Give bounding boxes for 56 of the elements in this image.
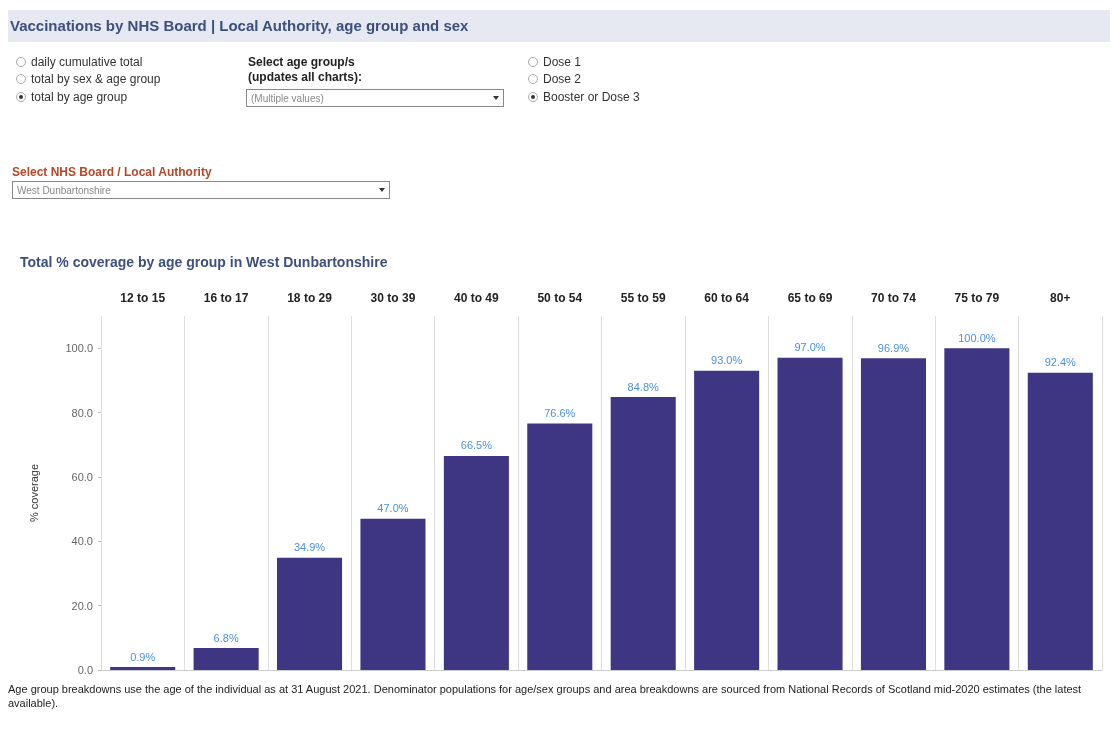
data-label: 76.6% xyxy=(544,406,576,419)
bar xyxy=(860,358,926,670)
text: total by age group xyxy=(30,90,128,104)
data-label: 93.0% xyxy=(711,354,743,367)
text: Select NHS Board / Local Authority xyxy=(12,165,212,179)
data-label: 97.0% xyxy=(794,341,826,354)
bar xyxy=(1027,372,1093,670)
y-tick-label: 20.0 xyxy=(71,599,93,612)
text: Booster or Dose 3 xyxy=(542,90,640,104)
data-label: 100.0% xyxy=(958,331,996,344)
y-tick-label: 80.0 xyxy=(71,406,93,419)
x-tick-label: 50 to 54 xyxy=(537,291,583,305)
x-tick-label: 16 to 17 xyxy=(203,291,249,305)
data-label: 96.9% xyxy=(877,341,910,354)
bar xyxy=(277,557,343,670)
bar xyxy=(610,397,676,670)
data-label: 47.0% xyxy=(377,502,409,515)
data-label: 0.9% xyxy=(130,650,156,663)
data-label: 84.8% xyxy=(627,380,660,393)
text: Select age group/s (updates all charts): xyxy=(248,55,364,85)
bar xyxy=(360,518,426,670)
bar xyxy=(193,648,259,670)
bar xyxy=(527,423,593,670)
x-tick-label: 65 to 69 xyxy=(787,291,833,305)
x-tick-label: 30 to 39 xyxy=(370,291,416,305)
bar xyxy=(110,667,176,670)
chart-subtitle: Total % coverage by age group in West Dunbartonshire xyxy=(20,254,388,270)
data-label: 66.5% xyxy=(460,439,493,452)
bar xyxy=(443,455,509,670)
dropdown-field: (Multiple values) xyxy=(246,89,504,107)
x-tick-label: 60 to 64 xyxy=(704,291,750,305)
data-label: 34.9% xyxy=(293,541,326,554)
x-tick-label: 12 to 15 xyxy=(120,291,166,305)
text: Dose 2 xyxy=(542,72,582,86)
text: Dose 1 xyxy=(542,55,582,69)
text: Age group breakdowns use the age of the individual as at 31 August 2021. Denominator populations for age/sex groups and area breakdowns are sourced from National Records of Scotland mid-2020 estimates (the latest available). xyxy=(8,682,1083,710)
y-axis-title: % coverage xyxy=(27,463,40,523)
bar xyxy=(777,357,843,670)
x-tick-label: 70 to 74 xyxy=(871,291,917,305)
chart-title: Vaccinations by NHS Board | Local Authority, age group and sex xyxy=(10,17,469,34)
dropdown-field: West Dunbartonshire xyxy=(12,181,390,199)
data-label: 92.4% xyxy=(1044,356,1077,369)
x-tick-label: 55 to 59 xyxy=(620,291,666,305)
data-label: 6.8% xyxy=(213,631,239,644)
y-tick-label: 100.0 xyxy=(65,342,93,355)
x-tick-label: 75 to 79 xyxy=(954,291,1000,305)
y-tick-label: 40.0 xyxy=(71,535,93,548)
x-tick-label: 40 to 49 xyxy=(454,291,500,305)
bar xyxy=(944,348,1010,670)
y-tick-label: 60.0 xyxy=(71,470,93,483)
text: daily cumulative total xyxy=(30,55,143,69)
bar xyxy=(694,370,760,670)
x-tick-label: 80+ xyxy=(1050,291,1071,305)
y-tick-label: 0.0 xyxy=(77,664,93,676)
text: total by sex & age group xyxy=(30,72,161,86)
x-tick-label: 18 to 29 xyxy=(287,291,333,305)
